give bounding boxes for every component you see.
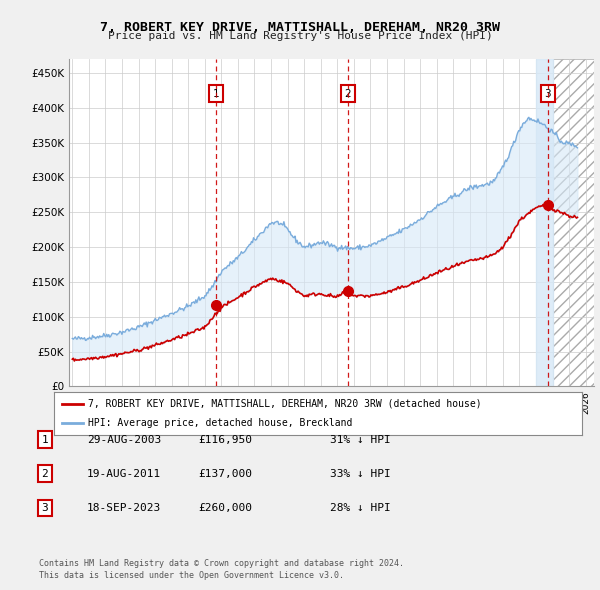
Text: This data is licensed under the Open Government Licence v3.0.: This data is licensed under the Open Gov…	[39, 571, 344, 579]
Text: 2: 2	[344, 89, 351, 99]
Text: 28% ↓ HPI: 28% ↓ HPI	[330, 503, 391, 513]
Text: 19-AUG-2011: 19-AUG-2011	[87, 469, 161, 478]
Text: 31% ↓ HPI: 31% ↓ HPI	[330, 435, 391, 444]
Text: 29-AUG-2003: 29-AUG-2003	[87, 435, 161, 444]
Text: 1: 1	[212, 89, 219, 99]
Text: 2: 2	[41, 469, 49, 478]
Text: 7, ROBERT KEY DRIVE, MATTISHALL, DEREHAM, NR20 3RW (detached house): 7, ROBERT KEY DRIVE, MATTISHALL, DEREHAM…	[88, 399, 482, 409]
Text: 18-SEP-2023: 18-SEP-2023	[87, 503, 161, 513]
Text: HPI: Average price, detached house, Breckland: HPI: Average price, detached house, Brec…	[88, 418, 353, 428]
Text: Contains HM Land Registry data © Crown copyright and database right 2024.: Contains HM Land Registry data © Crown c…	[39, 559, 404, 568]
Text: 7, ROBERT KEY DRIVE, MATTISHALL, DEREHAM, NR20 3RW: 7, ROBERT KEY DRIVE, MATTISHALL, DEREHAM…	[100, 21, 500, 34]
Text: Price paid vs. HM Land Registry's House Price Index (HPI): Price paid vs. HM Land Registry's House …	[107, 31, 493, 41]
Text: 1: 1	[41, 435, 49, 444]
Text: £116,950: £116,950	[198, 435, 252, 444]
Text: £260,000: £260,000	[198, 503, 252, 513]
Bar	[553, 59, 594, 386]
Text: £137,000: £137,000	[198, 469, 252, 478]
Bar	[553, 59, 594, 386]
Text: 3: 3	[41, 503, 49, 513]
Text: 33% ↓ HPI: 33% ↓ HPI	[330, 469, 391, 478]
Text: 3: 3	[545, 89, 551, 99]
Bar	[536, 59, 553, 386]
